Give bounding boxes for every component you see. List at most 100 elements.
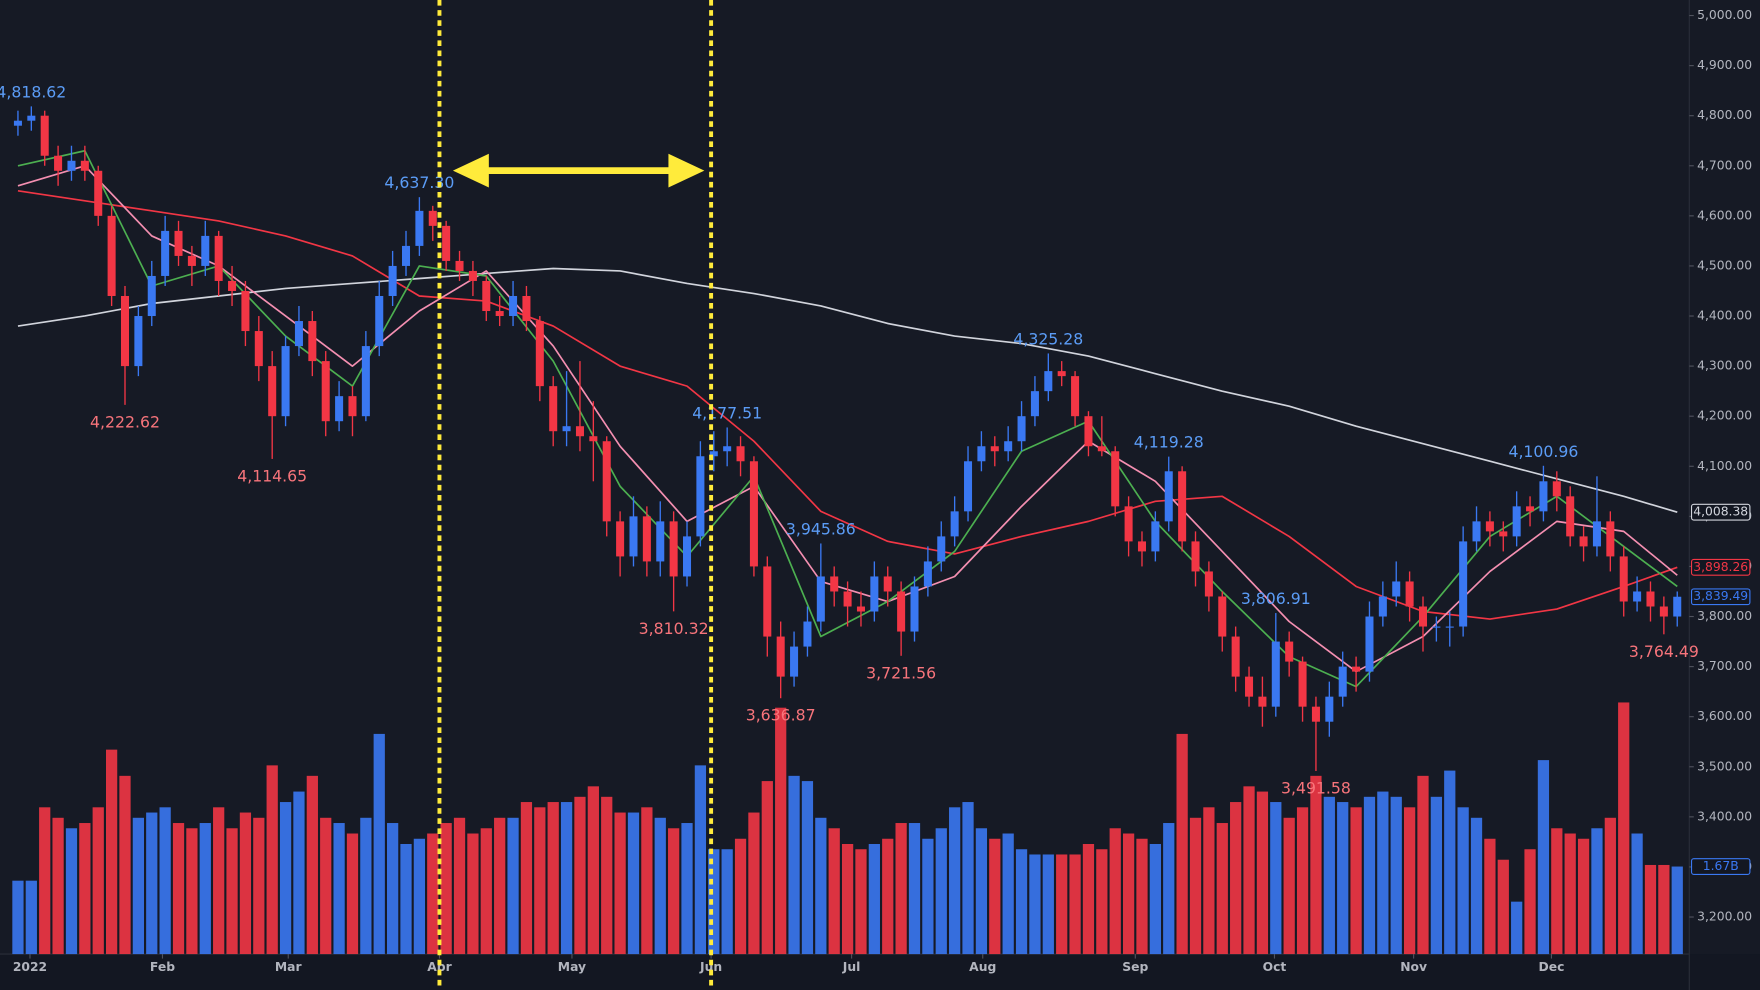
candle-body — [428, 210, 437, 226]
volume-bar — [801, 781, 814, 955]
volume-bar — [1457, 807, 1469, 955]
volume-bar — [1537, 760, 1550, 955]
candle-body — [522, 295, 531, 322]
volume-bar — [1069, 854, 1081, 955]
volume-bar — [1283, 817, 1295, 955]
price-annotation: 3,636.87 — [746, 706, 816, 725]
volume-bar — [39, 807, 51, 955]
volume-bar — [1511, 901, 1523, 955]
candle-body — [1124, 506, 1133, 542]
candle-body — [1552, 481, 1561, 497]
candle-body — [482, 280, 491, 312]
x-tick-label: Oct — [1263, 960, 1287, 974]
volume-bar — [989, 838, 1001, 955]
candle-body — [562, 426, 571, 432]
candle-body — [883, 576, 892, 592]
volume-bar — [413, 838, 426, 955]
volume-bar — [346, 833, 359, 955]
candle-body — [1365, 616, 1374, 672]
volume-bar — [614, 812, 626, 955]
candle-body — [1017, 416, 1026, 442]
candle-body — [335, 396, 344, 422]
candle-body — [1218, 596, 1227, 637]
x-tick-label: May — [558, 960, 586, 974]
volume-bar — [1564, 833, 1576, 955]
volume-bar — [400, 843, 412, 955]
candle-body — [1311, 706, 1320, 722]
candle-body — [549, 386, 558, 432]
volume-bar — [1644, 864, 1657, 955]
volume-bar — [494, 817, 506, 955]
volume-bar — [788, 775, 800, 955]
volume-bar — [1671, 866, 1683, 955]
candle-body — [950, 511, 959, 537]
candle-body — [870, 576, 879, 612]
candle-body — [1633, 591, 1642, 602]
candle-body — [1245, 676, 1254, 697]
candle-body — [1606, 521, 1615, 557]
volume-bar — [868, 843, 880, 955]
volume-bar — [79, 823, 91, 955]
volume-bar — [641, 807, 653, 955]
volume-bar — [427, 833, 439, 955]
candle-body — [656, 521, 665, 562]
volume-bar — [1122, 833, 1135, 955]
candle-body — [80, 160, 89, 171]
volume-bar — [1524, 849, 1536, 955]
volume-bar — [935, 828, 947, 955]
volume-bar — [467, 833, 479, 955]
candle-body — [161, 230, 170, 276]
candle-body — [415, 210, 424, 246]
candle-body — [1285, 641, 1294, 662]
candle-body — [990, 446, 999, 452]
x-tick-label: 2022 — [13, 960, 47, 974]
last-value-tag-box — [1690, 558, 1751, 576]
range-arrow-head — [452, 153, 489, 188]
candle-body — [27, 115, 36, 121]
volume-bar — [1256, 791, 1269, 955]
volume-bar — [1591, 828, 1603, 955]
volume-bar — [734, 838, 747, 955]
candle-body — [964, 461, 973, 512]
candle-body — [1485, 521, 1494, 532]
candle-body — [589, 436, 598, 442]
volume-bar — [1096, 849, 1108, 955]
x-tick-label: Sep — [1122, 960, 1148, 974]
candle-body — [749, 461, 758, 567]
volume-bar — [1658, 864, 1670, 955]
volume-bar — [213, 807, 225, 955]
candle-body — [1231, 636, 1240, 677]
price-annotation: 3,806.91 — [1241, 589, 1311, 608]
x-tick-label: Jun — [699, 960, 722, 974]
price-annotation: 3,945.86 — [786, 520, 856, 539]
y-tick-label: 4,600.00 — [1697, 208, 1752, 222]
last-price-tag: 3,839.49 — [1693, 589, 1748, 603]
candle-body — [241, 290, 250, 332]
volume-bar — [1176, 733, 1188, 955]
volume-bar — [882, 838, 894, 955]
y-tick-label: 4,200.00 — [1697, 409, 1752, 423]
candle-body — [629, 516, 638, 557]
candle-body — [1539, 481, 1548, 512]
price-annotation: 4,637.30 — [384, 173, 454, 192]
candle-body — [1418, 606, 1428, 627]
volume-bar — [507, 817, 519, 955]
volume-bar — [92, 807, 104, 955]
candle-body — [348, 396, 357, 417]
candle-body — [1526, 506, 1535, 512]
x-tick-label: Nov — [1400, 960, 1427, 974]
volume-bar — [1042, 854, 1054, 955]
y-tick-label: 3,200.00 — [1697, 910, 1752, 924]
y-tick-label: 4,300.00 — [1697, 359, 1752, 373]
candle-body — [361, 346, 370, 417]
y-tick-label: 3,800.00 — [1697, 609, 1752, 623]
volume-bar — [520, 802, 533, 955]
last-value-tag-box — [1690, 503, 1751, 521]
volume-bar — [239, 812, 252, 955]
candle-body — [1673, 596, 1682, 617]
volume-bar — [306, 775, 318, 955]
candle-body — [1405, 581, 1414, 607]
volume-bar — [908, 823, 921, 955]
y-tick-label: 5,000.00 — [1697, 8, 1752, 22]
